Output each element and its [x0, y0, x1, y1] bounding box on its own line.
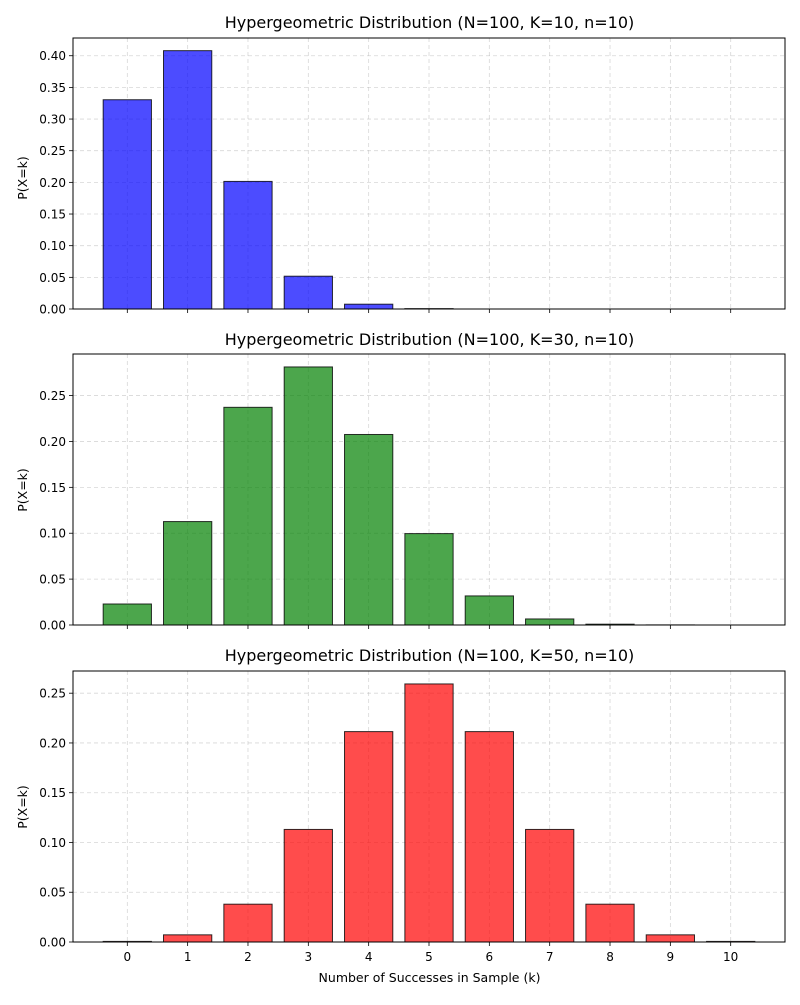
bar-k7: [526, 619, 574, 625]
bar-k7: [526, 829, 574, 942]
y-tick-label: 0.20: [39, 736, 66, 750]
y-tick-label: 0.15: [39, 481, 66, 495]
chart-title-2: Hypergeometric Distribution (N=100, K=30…: [225, 330, 635, 349]
bar-k3: [284, 367, 332, 625]
y-tick-label: 0.40: [39, 49, 66, 63]
y-tick-label: 0.05: [39, 271, 66, 285]
bar-k8: [586, 904, 634, 942]
bar-k2: [224, 904, 272, 942]
x-tick-label: 7: [546, 950, 554, 964]
y-axis-label-1: P(X=k): [15, 156, 30, 200]
y-tick-label: 0.25: [39, 687, 66, 701]
bar-k6: [465, 732, 513, 942]
bar-k2: [224, 407, 272, 625]
x-tick-label: 3: [305, 950, 313, 964]
bar-k5: [405, 684, 453, 942]
bar-k6: [465, 596, 513, 625]
x-tick-label: 6: [486, 950, 494, 964]
bar-k1: [164, 51, 212, 309]
x-tick-label: 8: [606, 950, 614, 964]
bar-k4: [345, 304, 393, 309]
bar-k5: [405, 534, 453, 625]
x-tick-label: 10: [723, 950, 738, 964]
chart-panel-1: Hypergeometric Distribution (N=100, K=10…: [15, 13, 785, 317]
y-tick-label: 0.05: [39, 573, 66, 587]
bar-k0: [103, 604, 151, 625]
bar-k1: [164, 522, 212, 625]
y-tick-label: 0.00: [39, 619, 66, 633]
x-tick-label: 0: [123, 950, 131, 964]
y-tick-label: 0.15: [39, 208, 66, 222]
x-tick-label: 1: [184, 950, 192, 964]
y-tick-label: 0.20: [39, 176, 66, 190]
y-tick-label: 0.25: [39, 389, 66, 403]
x-tick-label: 2: [244, 950, 252, 964]
y-tick-label: 0.25: [39, 144, 66, 158]
bar-k2: [224, 181, 272, 309]
bar-k3: [284, 276, 332, 309]
chart-panel-2: Hypergeometric Distribution (N=100, K=30…: [15, 330, 785, 633]
chart-title-3: Hypergeometric Distribution (N=100, K=50…: [225, 646, 635, 665]
y-tick-label: 0.10: [39, 527, 66, 541]
y-axis-label-3: P(X=k): [15, 785, 30, 829]
bar-k4: [345, 732, 393, 942]
y-tick-label: 0.30: [39, 113, 66, 127]
y-axis-label-2: P(X=k): [15, 468, 30, 512]
y-tick-label: 0.00: [39, 936, 66, 950]
bar-k4: [345, 434, 393, 625]
y-tick-label: 0.15: [39, 786, 66, 800]
y-tick-label: 0.10: [39, 836, 66, 850]
bar-k1: [164, 935, 212, 942]
x-tick-label: 4: [365, 950, 373, 964]
y-tick-label: 0.20: [39, 435, 66, 449]
x-axis-label: Number of Successes in Sample (k): [319, 970, 541, 985]
y-tick-label: 0.35: [39, 81, 66, 95]
chart-panel-3: Hypergeometric Distribution (N=100, K=50…: [15, 646, 785, 985]
bar-k0: [103, 100, 151, 309]
y-tick-label: 0.00: [39, 303, 66, 317]
bar-k9: [646, 935, 694, 942]
bar-k3: [284, 829, 332, 942]
x-tick-label: 9: [667, 950, 675, 964]
x-tick-label: 5: [425, 950, 433, 964]
y-tick-label: 0.10: [39, 239, 66, 253]
y-tick-label: 0.05: [39, 886, 66, 900]
chart-title-1: Hypergeometric Distribution (N=100, K=10…: [225, 13, 635, 32]
